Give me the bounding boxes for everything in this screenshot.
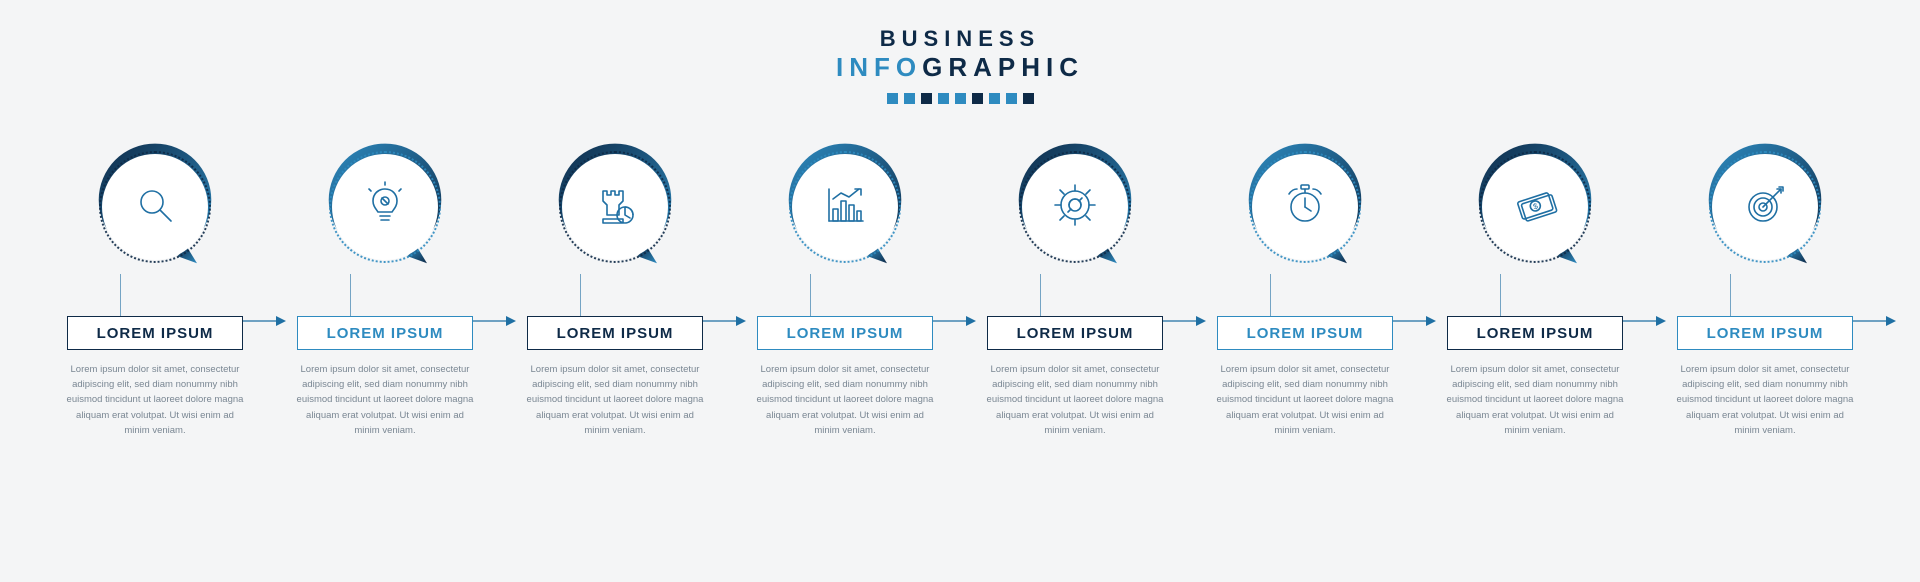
decorative-square xyxy=(921,93,932,104)
decorative-square xyxy=(1006,93,1017,104)
step-bubble xyxy=(778,140,912,274)
step-inner-circle xyxy=(1022,154,1128,260)
money-icon: $ xyxy=(1511,181,1559,234)
step-body: Lorem ipsum dolor sit amet, consectetur … xyxy=(293,362,477,438)
steps-row: LOREM IPSUM Lorem ipsum dolor sit amet, c… xyxy=(0,140,1920,438)
step-label: LOREM IPSUM xyxy=(297,316,473,350)
step-5: LOREM IPSUM Lorem ipsum dolor sit amet, c… xyxy=(973,140,1177,438)
step-label: LOREM IPSUM xyxy=(987,316,1163,350)
step-7: $ LOREM IPSUM Lorem ipsum dolor sit amet, … xyxy=(1433,140,1637,438)
step-inner-circle xyxy=(1252,154,1358,260)
clock-icon xyxy=(1281,181,1329,234)
step-8: LOREM IPSUM Lorem ipsum dolor sit amet, c… xyxy=(1663,140,1867,438)
target-icon xyxy=(1741,181,1789,234)
decorative-squares xyxy=(0,93,1920,104)
step-4: LOREM IPSUM Lorem ipsum dolor sit amet, c… xyxy=(743,140,947,438)
title-line2-part2: GRAPHIC xyxy=(922,52,1084,82)
title-line2-part1: INFO xyxy=(836,52,922,82)
step-label: LOREM IPSUM xyxy=(1677,316,1853,350)
step-inner-circle: $ xyxy=(1482,154,1588,260)
step-body: Lorem ipsum dolor sit amet, consectetur … xyxy=(753,362,937,438)
decorative-square xyxy=(887,93,898,104)
chart-icon xyxy=(821,181,869,234)
step-1: LOREM IPSUM Lorem ipsum dolor sit amet, c… xyxy=(53,140,257,438)
step-inner-circle xyxy=(332,154,438,260)
step-inner-circle xyxy=(562,154,668,260)
chess-icon xyxy=(591,181,639,234)
title-line1: BUSINESS xyxy=(0,26,1920,52)
step-inner-circle xyxy=(102,154,208,260)
step-body: Lorem ipsum dolor sit amet, consectetur … xyxy=(523,362,707,438)
step-body: Lorem ipsum dolor sit amet, consectetur … xyxy=(1673,362,1857,438)
step-6: LOREM IPSUM Lorem ipsum dolor sit amet, c… xyxy=(1203,140,1407,438)
step-bubble xyxy=(88,140,222,274)
step-label: LOREM IPSUM xyxy=(1217,316,1393,350)
step-3: LOREM IPSUM Lorem ipsum dolor sit amet, c… xyxy=(513,140,717,438)
step-body: Lorem ipsum dolor sit amet, consectetur … xyxy=(63,362,247,438)
decorative-square xyxy=(904,93,915,104)
step-2: LOREM IPSUM Lorem ipsum dolor sit amet, c… xyxy=(283,140,487,438)
gear-icon xyxy=(1051,181,1099,234)
step-bubble xyxy=(548,140,682,274)
bulb-icon xyxy=(361,181,409,234)
step-bubble xyxy=(318,140,452,274)
decorative-square xyxy=(1023,93,1034,104)
step-inner-circle xyxy=(1712,154,1818,260)
step-label: LOREM IPSUM xyxy=(67,316,243,350)
decorative-square xyxy=(972,93,983,104)
step-bubble xyxy=(1238,140,1372,274)
step-body: Lorem ipsum dolor sit amet, consectetur … xyxy=(983,362,1167,438)
decorative-square xyxy=(989,93,1000,104)
title-line2: INFOGRAPHIC xyxy=(0,52,1920,83)
step-label: LOREM IPSUM xyxy=(527,316,703,350)
header: BUSINESS INFOGRAPHIC xyxy=(0,26,1920,104)
step-label: LOREM IPSUM xyxy=(1447,316,1623,350)
step-bubble: $ xyxy=(1468,140,1602,274)
decorative-square xyxy=(938,93,949,104)
step-bubble xyxy=(1008,140,1142,274)
magnifier-icon xyxy=(131,181,179,234)
infographic-root: BUSINESS INFOGRAPHIC LOREM IPSUM Lorem ip… xyxy=(0,0,1920,582)
decorative-square xyxy=(955,93,966,104)
step-inner-circle xyxy=(792,154,898,260)
step-bubble xyxy=(1698,140,1832,274)
step-label: LOREM IPSUM xyxy=(757,316,933,350)
step-body: Lorem ipsum dolor sit amet, consectetur … xyxy=(1213,362,1397,438)
step-body: Lorem ipsum dolor sit amet, consectetur … xyxy=(1443,362,1627,438)
